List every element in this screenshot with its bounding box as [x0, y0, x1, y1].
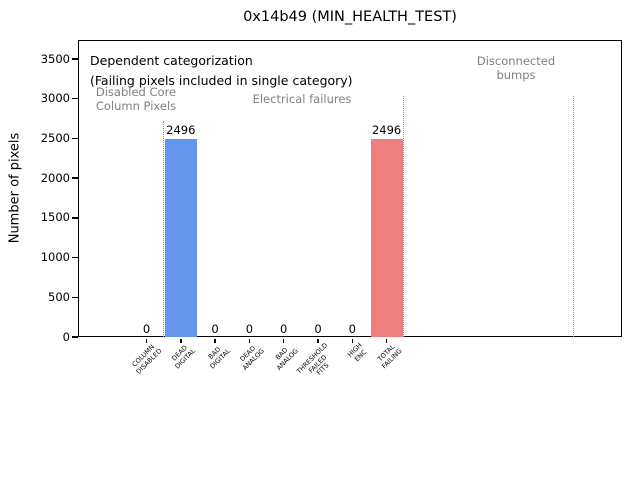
bar-value-label: 2496: [166, 123, 196, 138]
x-tick-mark: [248, 338, 251, 343]
y-tick-label: 500: [48, 289, 70, 304]
x-tick-label: DEAD ANALOG: [238, 344, 266, 372]
y-tick-label: 3000: [40, 91, 70, 106]
bar-value-label: 0: [314, 321, 322, 336]
x-tick-mark: [351, 338, 354, 343]
x-tick-label: BAD DIGITAL: [206, 345, 232, 371]
x-tick-mark: [180, 338, 182, 343]
bar-value-label: 0: [280, 321, 288, 336]
y-tick-mark: [72, 256, 78, 259]
bar-value-label: 0: [211, 321, 219, 336]
bar: [370, 138, 403, 337]
y-tick-label: 2000: [40, 170, 70, 185]
bar-value-label: 0: [245, 321, 254, 336]
y-tick-label: 2500: [40, 130, 70, 145]
annotation-note-line1: Dependent categorization: [90, 53, 253, 68]
y-tick-mark: [72, 217, 78, 219]
y-tick-mark: [72, 137, 78, 140]
y-tick-mark: [72, 97, 78, 100]
x-tick-mark: [282, 338, 285, 343]
x-tick-label: TOTAL FAILING: [375, 342, 403, 370]
x-tick-mark: [385, 338, 388, 343]
y-tick-mark: [72, 296, 78, 299]
group-annotation-label: Electrical failures: [252, 92, 352, 106]
y-axis-label: Number of pixels: [7, 132, 23, 244]
y-tick-label: 0: [62, 329, 70, 344]
bar-value-label: 2496: [371, 123, 402, 138]
y-tick-mark: [72, 177, 78, 179]
x-tick-label: COLUMN DISABLED: [130, 342, 163, 376]
bar-value-label: 0: [142, 321, 151, 336]
x-tick-label: DEAD DIGITAL: [170, 343, 198, 371]
group-separator-line: [163, 121, 165, 337]
y-tick-label: 1500: [40, 210, 70, 225]
annotation-note-line2: (Failing pixels included in single categ…: [90, 73, 353, 88]
y-tick-label: 1000: [40, 250, 70, 265]
x-tick-mark: [214, 338, 216, 343]
y-tick-mark: [72, 336, 78, 338]
x-tick-label: HIGH ENC: [345, 341, 368, 363]
group-annotation-label: Disabled Core Column Pixels: [95, 85, 177, 113]
x-tick-label: THRESHOLD FAILED FITS: [294, 341, 331, 377]
group-annotation-label: Disconnected bumps: [476, 54, 556, 82]
chart-title: 0x14b49 (MIN_HEALTH_TEST): [243, 9, 457, 25]
x-tick-mark: [317, 338, 319, 343]
x-tick-mark: [145, 338, 148, 343]
y-tick-mark: [72, 58, 78, 60]
bar-value-label: 0: [348, 321, 356, 336]
group-separator-line: [403, 96, 405, 337]
group-separator-line: [573, 96, 575, 337]
bar: [164, 138, 197, 337]
y-tick-label: 3500: [40, 51, 70, 66]
